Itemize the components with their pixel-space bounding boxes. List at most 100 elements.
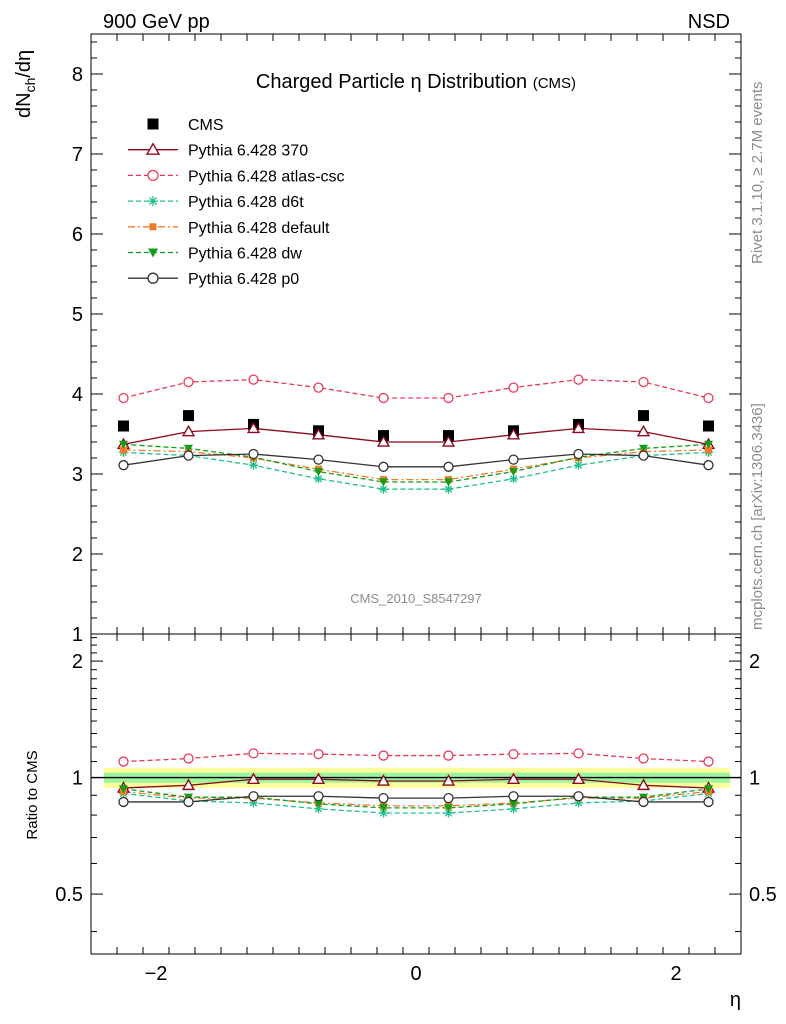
ratio-axis-tick-labels: 0.5 0.5 1 1 2 2 −2 0 2	[55, 651, 777, 985]
ratio-line-pythia-6-428-dw	[123, 788, 709, 809]
ratio-y-tick-label-right: 0.5	[749, 884, 777, 906]
point-pythia-6-428-atlas-csc	[313, 382, 324, 393]
main-y-tick-label: 6	[72, 224, 83, 246]
point-pythia-6-428-atlas-csc	[248, 374, 259, 385]
x-tick-label: −2	[145, 963, 168, 985]
ratio-y-tick-label: 0.5	[55, 884, 83, 906]
legend-marker-pythia-6-428-atlas-csc	[147, 169, 159, 182]
ratio-y-tick-label: 1	[72, 768, 83, 790]
ratio-point-pythia-6-428-d6t	[444, 808, 453, 818]
legend-entry-pythia-6-428-dw: Pythia 6.428 dw	[128, 246, 302, 263]
point-pythia-6-428-d6t	[444, 484, 453, 494]
point-pythia-6-428-d6t	[509, 474, 518, 484]
ratio-point-pythia-6-428-370	[636, 778, 651, 791]
ratio-point-pythia-6-428-370	[311, 772, 326, 785]
ratio-y-tick-label-right: 1	[749, 768, 760, 790]
ratio-point-pythia-6-428-d6t	[509, 804, 518, 814]
point-pythia-6-428-dw	[119, 440, 128, 449]
ratio-point-pythia-6-428-370	[181, 778, 196, 791]
point-pythia-6-428-dw	[184, 444, 193, 453]
main-y-tick-label: 1	[72, 624, 83, 646]
main-series-lines	[123, 378, 709, 490]
ratio-point-pythia-6-428-atlas-csc	[118, 756, 129, 767]
point-cms	[183, 410, 194, 422]
x-tick-label: 0	[410, 963, 421, 985]
point-pythia-6-428-d6t	[379, 484, 388, 494]
header-right: NSD	[688, 11, 730, 33]
point-cms	[118, 420, 129, 432]
series-line-pythia-6-428-dw	[123, 443, 709, 483]
legend-entry-cms: CMS	[147, 117, 224, 134]
point-pythia-6-428-p0	[378, 461, 389, 472]
ratio-point-pythia-6-428-dw	[704, 785, 713, 794]
ratio-point-pythia-6-428-atlas-csc	[443, 750, 454, 761]
legend-entry-pythia-6-428-default: Pythia 6.428 default	[128, 220, 330, 237]
ratio-point-pythia-6-428-atlas-csc	[573, 748, 584, 759]
legend-label-pythia-6-428-d6t: Pythia 6.428 d6t	[188, 194, 304, 211]
point-pythia-6-428-default	[705, 446, 712, 454]
main-y-tick-label: 4	[72, 384, 83, 406]
point-pythia-6-428-p0	[183, 450, 194, 461]
ratio-point-pythia-6-428-dw	[379, 804, 388, 813]
point-pythia-6-428-370	[441, 435, 456, 447]
chart-title-suffix: (CMS)	[533, 75, 576, 92]
ratio-line-pythia-6-428-atlas-csc	[123, 752, 709, 763]
legend-marker-pythia-6-428-370	[145, 142, 161, 155]
ratio-point-pythia-6-428-dw	[444, 804, 453, 813]
point-pythia-6-428-dw	[639, 444, 648, 453]
ratio-point-pythia-6-428-atlas-csc	[378, 750, 389, 761]
point-pythia-6-428-370	[571, 421, 586, 434]
main-y-tick-label: 3	[72, 464, 83, 486]
legend-label-pythia-6-428-dw: Pythia 6.428 dw	[188, 246, 302, 263]
ratio-point-pythia-6-428-dw	[314, 800, 323, 809]
x-tick-label: 2	[670, 963, 681, 985]
legend-entry-pythia-6-428-p0: Pythia 6.428 p0	[128, 271, 299, 288]
ratio-point-pythia-6-428-atlas-csc	[183, 753, 194, 764]
ratio-point-pythia-6-428-370	[441, 774, 456, 786]
ratio-axis-ticks	[90, 634, 742, 954]
point-pythia-6-428-370	[246, 421, 261, 434]
point-pythia-6-428-dw	[509, 468, 518, 477]
ratio-point-pythia-6-428-atlas-csc	[508, 748, 519, 760]
ratio-point-pythia-6-428-d6t	[574, 798, 583, 808]
legend-label-pythia-6-428-p0: Pythia 6.428 p0	[188, 271, 299, 288]
point-pythia-6-428-dw	[314, 468, 323, 477]
point-pythia-6-428-atlas-csc	[508, 382, 519, 393]
chart-title-main: Charged Particle η Distribution	[256, 71, 527, 93]
ratio-point-pythia-6-428-p0	[313, 791, 324, 802]
series-line-pythia-6-428-d6t	[123, 451, 709, 490]
legend-marker-pythia-6-428-p0	[147, 272, 159, 284]
point-cms	[703, 420, 714, 432]
header-left: 900 GeV pp	[103, 11, 210, 33]
ratio-series-markers	[116, 748, 716, 818]
rivet-label: Rivet 3.1.10, ≥ 2.7M events	[749, 82, 766, 265]
point-pythia-6-428-370	[376, 435, 391, 447]
ratio-y-tick-label: 2	[72, 651, 83, 673]
point-pythia-6-428-p0	[573, 448, 584, 460]
legend-entry-pythia-6-428-atlas-csc: Pythia 6.428 atlas-csc	[128, 168, 345, 185]
point-pythia-6-428-p0	[313, 454, 324, 465]
ratio-point-pythia-6-428-d6t	[379, 808, 388, 818]
ratio-point-pythia-6-428-atlas-csc	[703, 756, 714, 767]
point-pythia-6-428-d6t	[249, 460, 258, 470]
point-pythia-6-428-370	[636, 424, 651, 437]
ratio-line-pythia-6-428-370	[123, 778, 709, 789]
point-pythia-6-428-default	[120, 446, 127, 454]
main-y-tick-label: 2	[72, 544, 83, 566]
point-pythia-6-428-370	[311, 427, 326, 440]
point-pythia-6-428-dw	[704, 440, 713, 449]
legend-marker-cms	[147, 118, 159, 130]
series-line-pythia-6-428-p0	[123, 453, 709, 468]
ratio-point-pythia-6-428-atlas-csc	[313, 748, 324, 760]
ratio-point-pythia-6-428-atlas-csc	[638, 753, 649, 764]
ratio-plot-frame	[90, 633, 742, 955]
point-pythia-6-428-d6t	[574, 460, 583, 470]
analysis-watermark: CMS_2010_S8547297	[350, 591, 482, 606]
legend-label-cms: CMS	[188, 117, 224, 134]
point-pythia-6-428-atlas-csc	[443, 392, 454, 404]
point-pythia-6-428-p0	[443, 461, 454, 472]
point-pythia-6-428-d6t	[314, 474, 323, 484]
ratio-point-pythia-6-428-p0	[573, 791, 584, 802]
legend-label-pythia-6-428-default: Pythia 6.428 default	[188, 220, 330, 237]
